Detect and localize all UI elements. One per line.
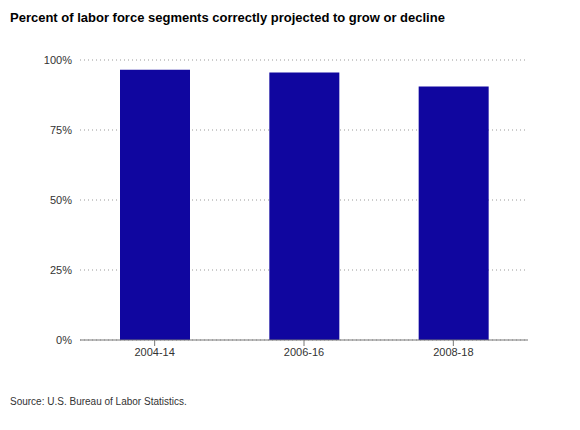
html-text:Percent of labor force segment: Percent of labor force segments correctl…	[10, 10, 445, 25]
svg-text:25%: 25%	[50, 264, 72, 276]
svg-text:2004-14: 2004-14	[134, 346, 174, 358]
svg-text:75%: 75%	[50, 124, 72, 136]
svg-text:2006-16: 2006-16	[284, 346, 324, 358]
svg-text:100%: 100%	[44, 54, 72, 66]
html-text:Source: U.S. Bureau of Labor S: Source: U.S. Bureau of Labor Statistics.	[10, 396, 187, 407]
svg-text:50%: 50%	[50, 194, 72, 206]
svg-text:0%: 0%	[56, 334, 72, 346]
svg-text:2008-18: 2008-18	[433, 346, 473, 358]
